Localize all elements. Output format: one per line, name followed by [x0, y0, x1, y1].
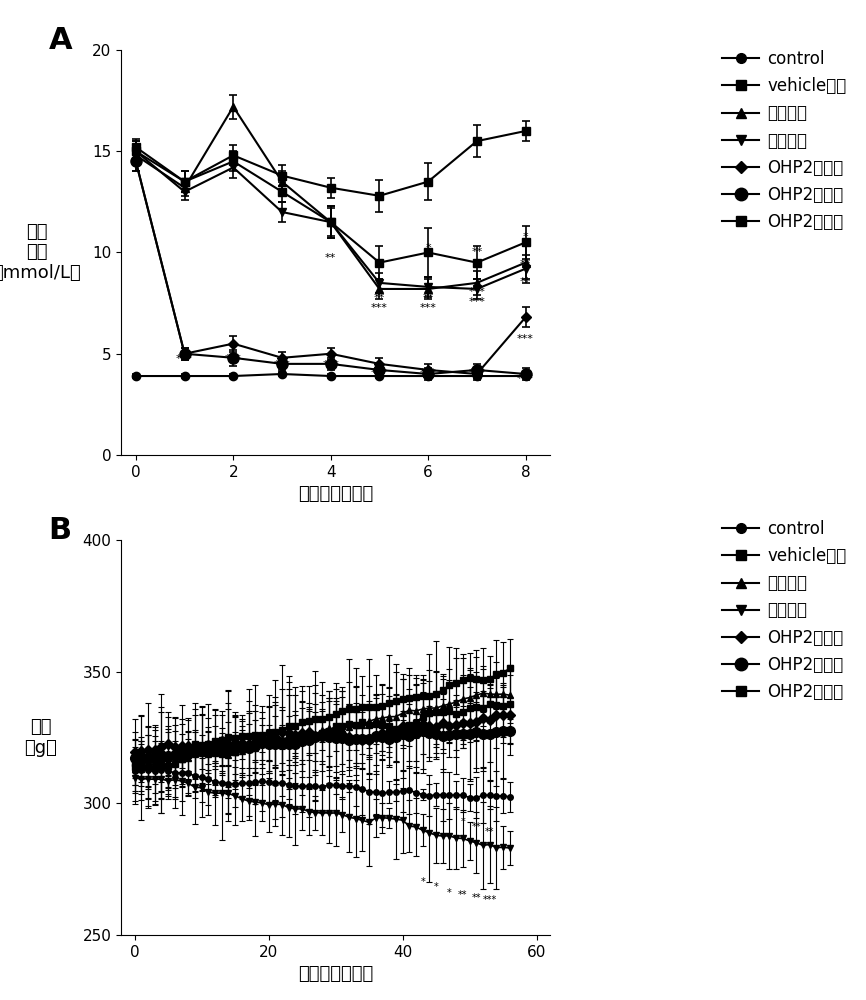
Text: *: * — [523, 232, 528, 242]
Text: ***: *** — [420, 303, 436, 313]
Legend: control, vehicle模型, 恩格列净, 索玛鲁肽, OHP2高剂量, OHP2中剂量, OHP2低剂量: control, vehicle模型, 恩格列净, 索玛鲁肽, OHP2高剂量,… — [716, 513, 853, 708]
Text: *: * — [447, 888, 452, 898]
Text: ***: *** — [517, 334, 534, 344]
Text: **: ** — [374, 293, 385, 303]
Text: ***: *** — [469, 287, 485, 297]
Text: **: ** — [485, 827, 494, 837]
Text: **: ** — [325, 253, 336, 263]
Text: *: * — [420, 877, 425, 887]
Text: *: * — [461, 816, 465, 826]
X-axis label: 给药时间（周）: 给药时间（周） — [298, 965, 373, 983]
Text: *: * — [434, 882, 438, 892]
Text: B: B — [48, 516, 72, 545]
Text: **: ** — [471, 247, 482, 257]
Text: ***: *** — [371, 368, 388, 378]
Text: ***: *** — [469, 297, 485, 307]
Text: ***: *** — [482, 896, 497, 906]
Text: ***: *** — [176, 354, 193, 364]
Text: ***: *** — [420, 368, 436, 378]
Y-axis label: 体重
（g）: 体重 （g） — [24, 718, 57, 757]
Text: A: A — [48, 26, 72, 55]
Text: **: ** — [458, 890, 468, 900]
Text: ***: *** — [371, 303, 388, 313]
Text: ***: *** — [274, 360, 290, 370]
Legend: control, vehicle模型, 恩格列净, 索玛鲁肽, OHP2高剂量, OHP2中剂量, OHP2低剂量: control, vehicle模型, 恩格列净, 索玛鲁肽, OHP2高剂量,… — [716, 43, 853, 238]
Text: **: ** — [520, 259, 531, 269]
Text: ***: *** — [225, 354, 242, 364]
Text: **: ** — [471, 822, 481, 832]
Text: **: ** — [520, 277, 531, 287]
Text: **: ** — [471, 893, 481, 903]
Text: **: ** — [423, 293, 434, 303]
Text: ***: *** — [469, 368, 485, 378]
Text: *: * — [425, 242, 431, 252]
Text: ***: *** — [517, 374, 534, 384]
Y-axis label: 空腹
血糖
（mmol/L）: 空腹 血糖 （mmol/L） — [0, 223, 81, 282]
Text: ***: *** — [322, 360, 339, 370]
X-axis label: 给药时间（周）: 给药时间（周） — [298, 485, 373, 503]
